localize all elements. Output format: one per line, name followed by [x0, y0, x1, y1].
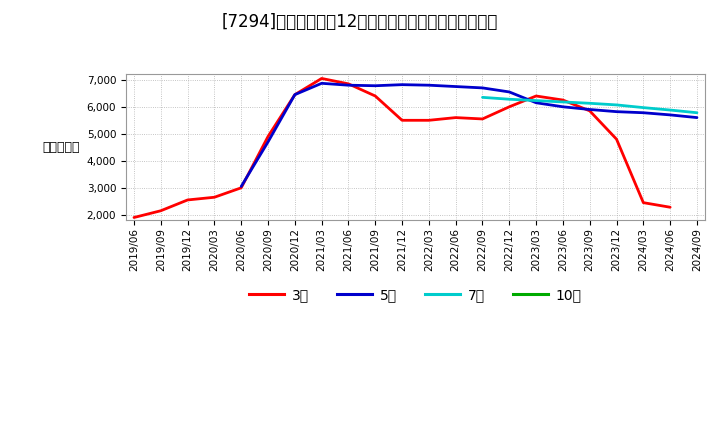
3年	[184, 197, 192, 202]
5年	[318, 81, 326, 86]
3年	[344, 81, 353, 87]
5年	[290, 92, 299, 97]
7年	[559, 99, 567, 105]
3年	[532, 93, 541, 99]
5年	[425, 83, 433, 88]
3年	[130, 215, 138, 220]
5年	[451, 84, 460, 89]
3年	[237, 185, 246, 191]
3年	[210, 194, 219, 200]
Y-axis label: （百万円）: （百万円）	[42, 141, 80, 154]
5年	[639, 110, 648, 115]
Line: 5年: 5年	[241, 83, 697, 187]
5年	[344, 83, 353, 88]
5年	[532, 100, 541, 106]
7年	[639, 105, 648, 110]
Line: 3年: 3年	[134, 78, 670, 217]
5年	[612, 109, 621, 114]
5年	[397, 82, 406, 87]
5年	[478, 85, 487, 91]
3年	[585, 108, 594, 114]
3年	[666, 205, 675, 210]
7年	[585, 101, 594, 106]
3年	[318, 76, 326, 81]
Legend: 3年, 5年, 7年, 10年: 3年, 5年, 7年, 10年	[243, 282, 588, 308]
5年	[559, 104, 567, 110]
3年	[264, 134, 272, 139]
7年	[532, 98, 541, 103]
5年	[666, 112, 675, 117]
3年	[505, 104, 513, 110]
3年	[451, 115, 460, 120]
Line: 7年: 7年	[482, 97, 697, 113]
3年	[639, 200, 648, 205]
7年	[612, 102, 621, 107]
3年	[612, 136, 621, 142]
7年	[505, 97, 513, 102]
3年	[478, 116, 487, 121]
3年	[425, 117, 433, 123]
3年	[371, 93, 379, 99]
3年	[559, 97, 567, 103]
5年	[585, 107, 594, 112]
5年	[237, 184, 246, 189]
5年	[371, 83, 379, 88]
5年	[264, 139, 272, 145]
5年	[505, 89, 513, 95]
3年	[290, 92, 299, 97]
3年	[156, 208, 165, 213]
7年	[693, 110, 701, 115]
7年	[478, 95, 487, 100]
Text: [7294]　当期純利益12か月移動合計の標準偏差の推移: [7294] 当期純利益12か月移動合計の標準偏差の推移	[222, 13, 498, 31]
5年	[693, 115, 701, 120]
3年	[397, 117, 406, 123]
7年	[666, 107, 675, 113]
